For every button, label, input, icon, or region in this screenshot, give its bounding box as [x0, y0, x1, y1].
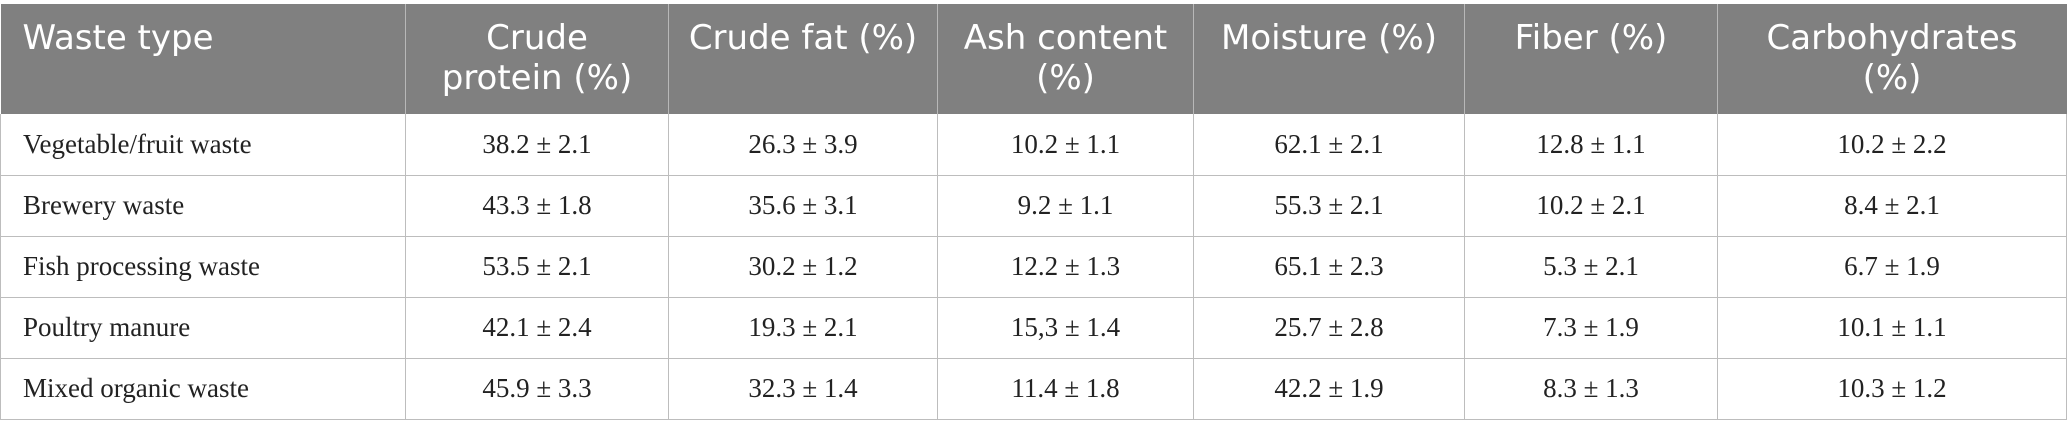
- header-moisture: Moisture (%): [1193, 4, 1465, 114]
- cell-waste-type: Brewery waste: [0, 175, 406, 237]
- header-waste-type: Waste type: [0, 4, 406, 114]
- cell-waste-type: Mixed organic waste: [0, 358, 406, 420]
- cell-carbohydrates: 6.7 ± 1.9: [1717, 236, 2067, 298]
- header-label: Moisture (%): [1221, 18, 1437, 58]
- header-label: Crude fat (%): [688, 18, 918, 58]
- cell-crude-fat: 30.2 ± 1.2: [668, 236, 938, 298]
- waste-composition-table-container: Waste type Crude protein (%) Crude fat (…: [0, 4, 2067, 420]
- cell-carbohydrates: 10.3 ± 1.2: [1717, 358, 2067, 420]
- cell-crude-protein: 45.9 ± 3.3: [405, 358, 669, 420]
- header-label: Crude protein (%): [441, 18, 633, 98]
- cell-crude-fat: 19.3 ± 2.1: [668, 297, 938, 359]
- cell-carbohydrates: 10.2 ± 2.2: [1717, 114, 2067, 176]
- header-label: Carbohydrates (%): [1766, 18, 2018, 98]
- cell-waste-type: Poultry manure: [0, 297, 406, 359]
- cell-ash-content: 9.2 ± 1.1: [937, 175, 1194, 237]
- cell-carbohydrates: 8.4 ± 2.1: [1717, 175, 2067, 237]
- cell-crude-fat: 26.3 ± 3.9: [668, 114, 938, 176]
- waste-composition-table: Waste type Crude protein (%) Crude fat (…: [0, 4, 2067, 420]
- header-label: Fiber (%): [1514, 18, 1668, 58]
- cell-ash-content: 15,3 ± 1.4: [937, 297, 1194, 359]
- cell-moisture: 62.1 ± 2.1: [1193, 114, 1465, 176]
- cell-ash-content: 10.2 ± 1.1: [937, 114, 1194, 176]
- cell-fiber: 12.8 ± 1.1: [1464, 114, 1718, 176]
- cell-crude-protein: 53.5 ± 2.1: [405, 236, 669, 298]
- table-row: Mixed organic waste 45.9 ± 3.3 32.3 ± 1.…: [0, 358, 2067, 420]
- cell-crude-fat: 35.6 ± 3.1: [668, 175, 938, 237]
- cell-carbohydrates: 10.1 ± 1.1: [1717, 297, 2067, 359]
- header-label: Ash content (%): [963, 18, 1168, 98]
- cell-moisture: 65.1 ± 2.3: [1193, 236, 1465, 298]
- cell-crude-protein: 38.2 ± 2.1: [405, 114, 669, 176]
- cell-waste-type: Fish processing waste: [0, 236, 406, 298]
- cell-waste-type: Vegetable/fruit waste: [0, 114, 406, 176]
- cell-crude-protein: 42.1 ± 2.4: [405, 297, 669, 359]
- header-label: Waste type: [22, 18, 214, 58]
- table-row: Brewery waste 43.3 ± 1.8 35.6 ± 3.1 9.2 …: [0, 175, 2067, 237]
- header-crude-protein: Crude protein (%): [405, 4, 669, 114]
- table-row: Fish processing waste 53.5 ± 2.1 30.2 ± …: [0, 236, 2067, 298]
- cell-fiber: 10.2 ± 2.1: [1464, 175, 1718, 237]
- cell-fiber: 7.3 ± 1.9: [1464, 297, 1718, 359]
- table-header: Waste type Crude protein (%) Crude fat (…: [0, 4, 2067, 114]
- cell-crude-fat: 32.3 ± 1.4: [668, 358, 938, 420]
- cell-moisture: 25.7 ± 2.8: [1193, 297, 1465, 359]
- header-crude-fat: Crude fat (%): [668, 4, 938, 114]
- header-carbohydrates: Carbohydrates (%): [1717, 4, 2067, 114]
- cell-moisture: 55.3 ± 2.1: [1193, 175, 1465, 237]
- cell-fiber: 8.3 ± 1.3: [1464, 358, 1718, 420]
- cell-moisture: 42.2 ± 1.9: [1193, 358, 1465, 420]
- cell-fiber: 5.3 ± 2.1: [1464, 236, 1718, 298]
- cell-ash-content: 12.2 ± 1.3: [937, 236, 1194, 298]
- table-body: Vegetable/fruit waste 38.2 ± 2.1 26.3 ± …: [0, 114, 2067, 420]
- cell-crude-protein: 43.3 ± 1.8: [405, 175, 669, 237]
- table-row: Poultry manure 42.1 ± 2.4 19.3 ± 2.1 15,…: [0, 297, 2067, 359]
- table-row: Vegetable/fruit waste 38.2 ± 2.1 26.3 ± …: [0, 114, 2067, 176]
- header-row: Waste type Crude protein (%) Crude fat (…: [0, 4, 2067, 114]
- cell-ash-content: 11.4 ± 1.8: [937, 358, 1194, 420]
- header-ash-content: Ash content (%): [937, 4, 1194, 114]
- header-fiber: Fiber (%): [1464, 4, 1718, 114]
